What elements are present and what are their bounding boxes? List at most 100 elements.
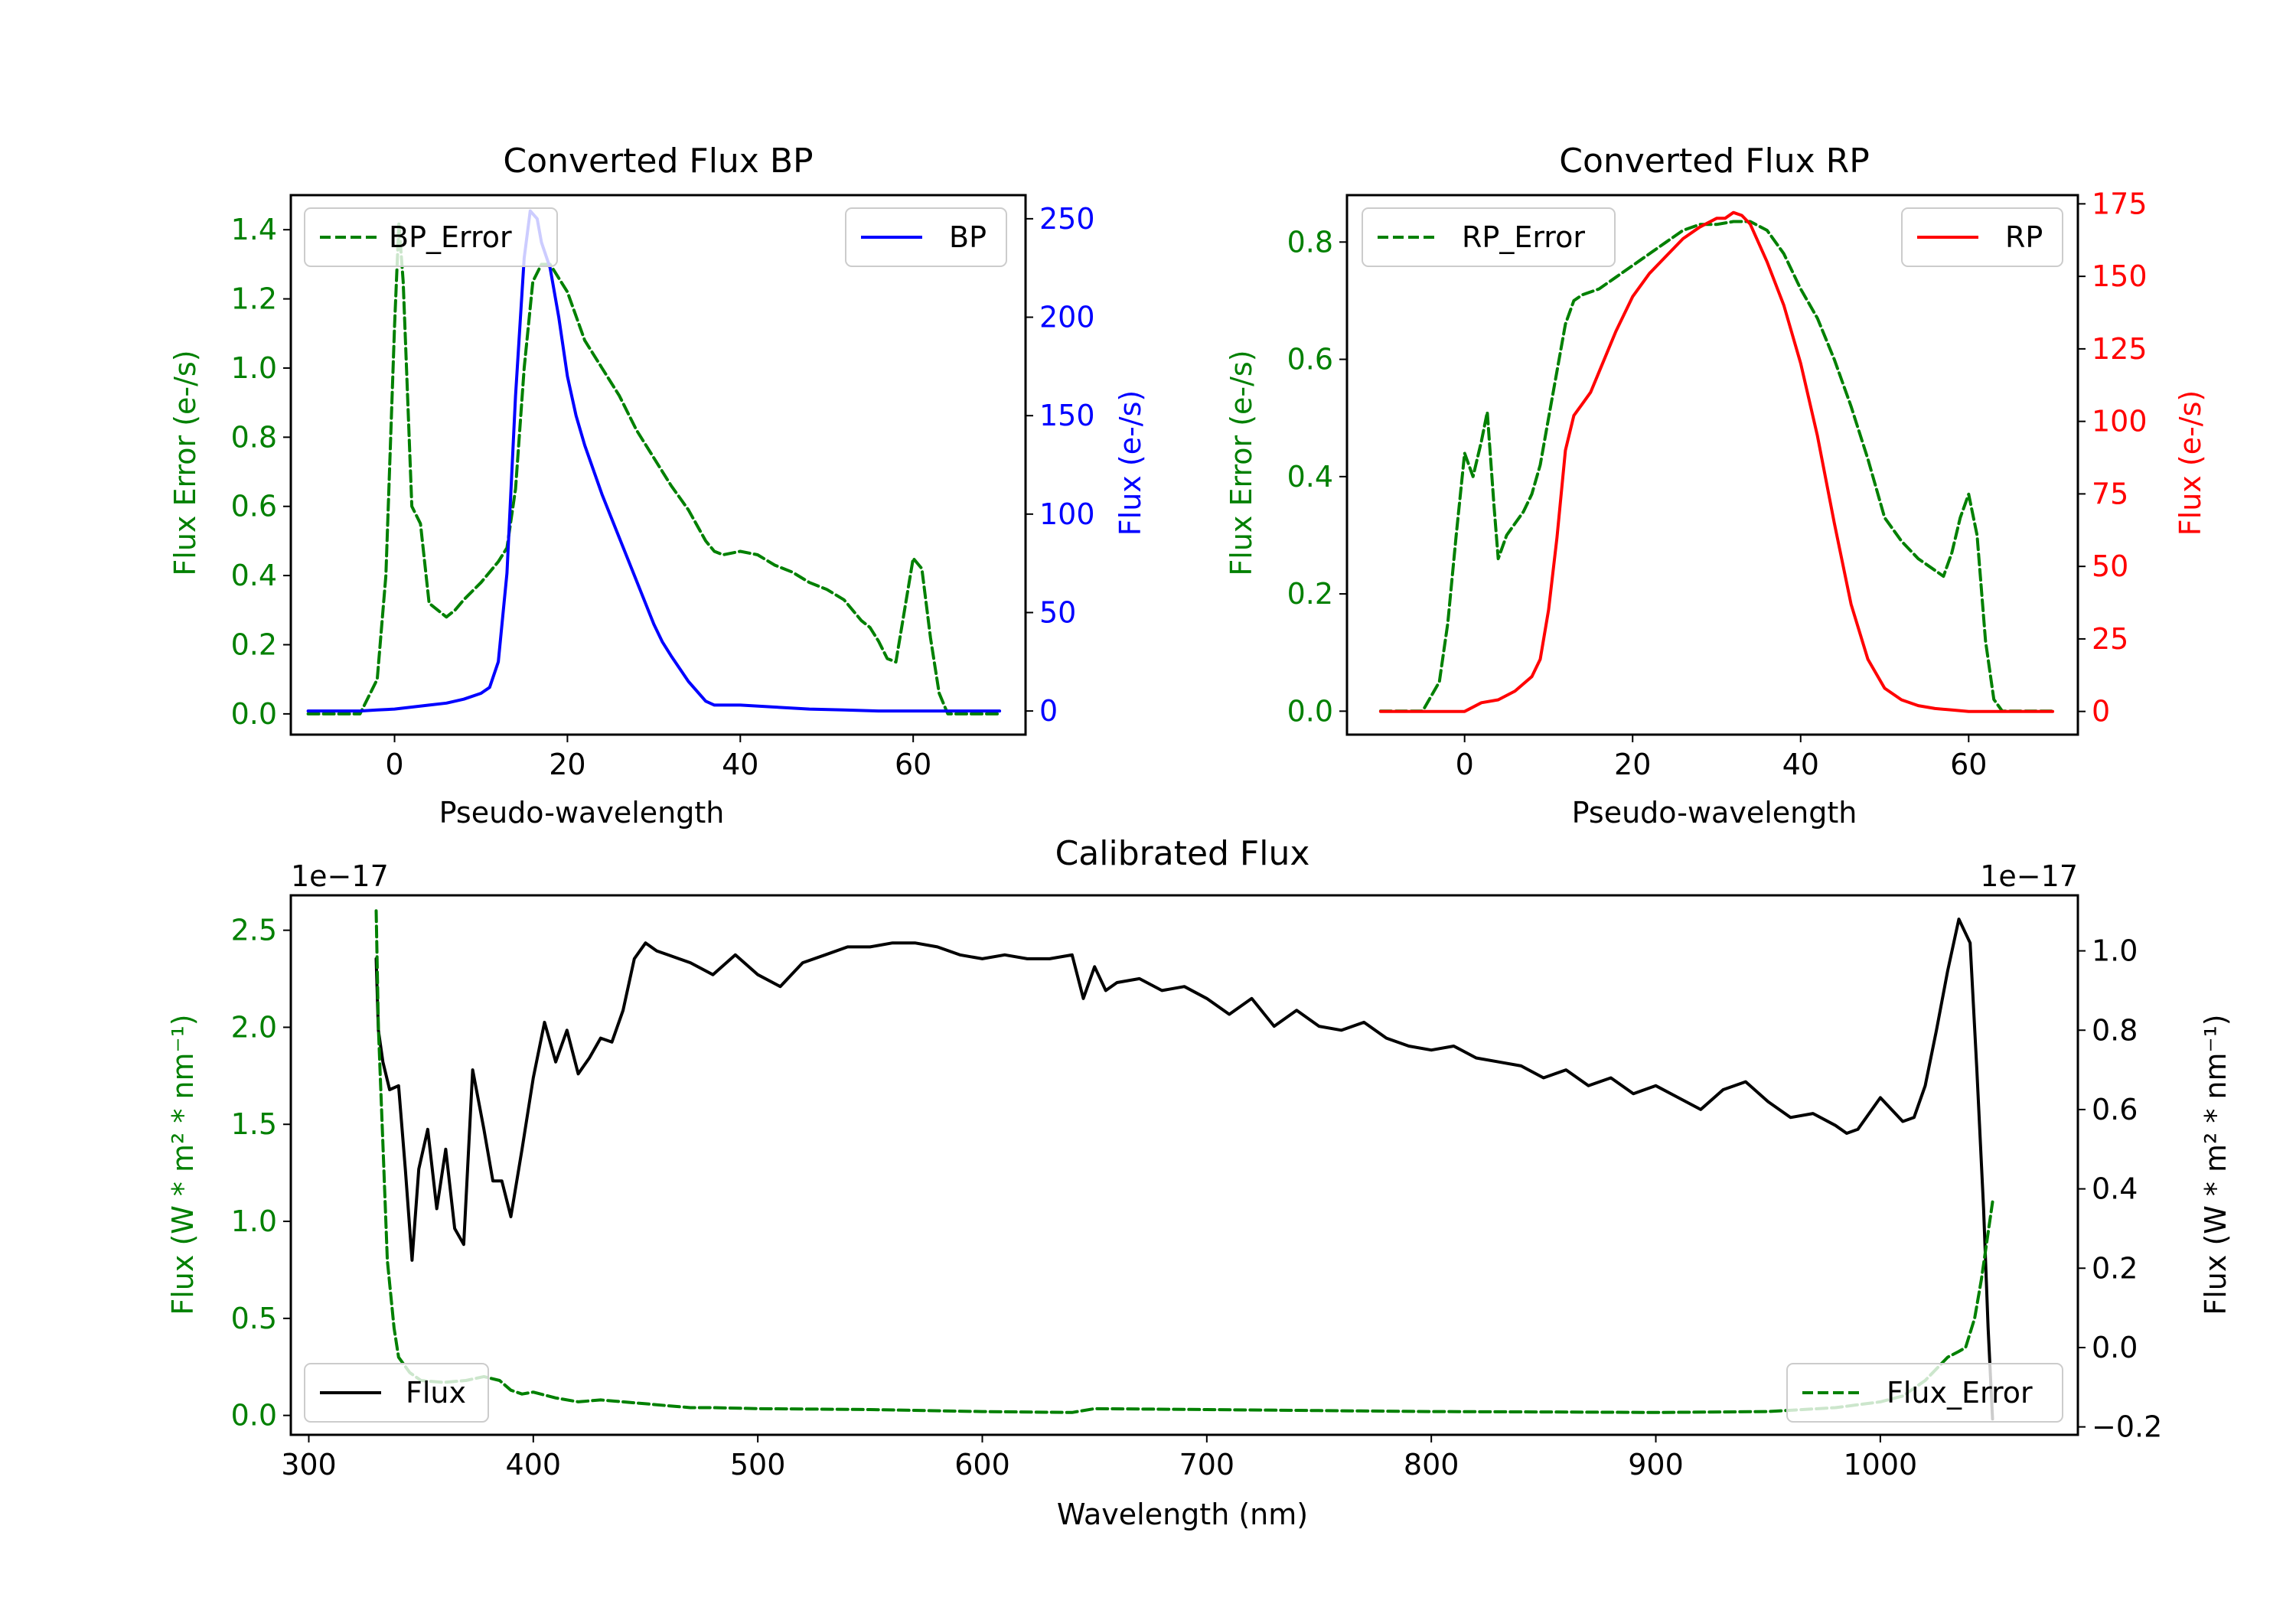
calibrated-xlabel: Wavelength (nm) bbox=[1057, 1498, 1308, 1531]
rp-xtick-label: 40 bbox=[1782, 748, 1819, 781]
rp-legend-error: RP_Error bbox=[1362, 207, 1616, 267]
rp-series-rp bbox=[1378, 210, 2055, 713]
bp-series-bp-error bbox=[306, 221, 1002, 715]
calibrated-ytick-left-label: 2.5 bbox=[231, 914, 277, 947]
calibrated-axes-frame bbox=[289, 894, 2079, 1436]
rp-ytick-right-label: 25 bbox=[2092, 622, 2128, 656]
calibrated-xtick-label: 600 bbox=[954, 1448, 1010, 1482]
bp-legend-flux: BP bbox=[845, 207, 1007, 267]
bp-ylabel-right: Flux (e-/s) bbox=[1114, 390, 1147, 536]
rp-ytick-left-label: 0.6 bbox=[1287, 343, 1333, 376]
rp-ytick-right-label: 175 bbox=[2092, 187, 2148, 220]
rp-legend-flux: RP bbox=[1901, 207, 2063, 267]
calibrated-ytick-right-label: 0.8 bbox=[2092, 1013, 2138, 1047]
bp-xlabel: Pseudo-wavelength bbox=[439, 796, 725, 830]
rp-axes-frame bbox=[1345, 194, 2079, 736]
calibrated-ticks-layer: 300 400 500 600 700 800 900 1000 0.0 0.5 1.0 1.5 2.0… bbox=[231, 914, 2163, 1482]
calibrated-ytick-left-label: 2.0 bbox=[231, 1010, 277, 1044]
bp-ytick-right-label: 250 bbox=[1039, 202, 1095, 236]
bp-ytick-left-label: 1.0 bbox=[231, 351, 277, 385]
calibrated-xtick-label: 500 bbox=[730, 1448, 786, 1482]
calibrated-ytick-right-label: 0.0 bbox=[2092, 1331, 2138, 1364]
rp-ytick-left-label: 0.4 bbox=[1287, 460, 1333, 494]
calibrated-ytick-right-label: 1.0 bbox=[2092, 934, 2138, 968]
rp-ytick-right-label: 125 bbox=[2092, 332, 2148, 366]
rp-panel: Converted Flux RP 0 20 40 60 0.0 0.2 0.4 0.6 0.8… bbox=[1225, 142, 2207, 830]
calibrated-xtick-label: 400 bbox=[506, 1448, 562, 1482]
rp-ticks-layer: 0 20 40 60 0.0 0.2 0.4 0.6 0.8 0 25 50 75 100 125 150 17… bbox=[1287, 187, 2148, 781]
rp-legend-error-label: RP_Error bbox=[1462, 220, 1585, 254]
rp-xtick-label: 20 bbox=[1614, 748, 1651, 781]
calibrated-series-flux bbox=[374, 918, 1994, 1421]
rp-ytick-right-label: 0 bbox=[2092, 695, 2110, 729]
rp-legend-flux-box bbox=[1901, 207, 2063, 267]
bp-ytick-left-label: 1.4 bbox=[231, 213, 277, 246]
bp-title: Converted Flux BP bbox=[503, 142, 813, 181]
bp-ytick-left-label: 0.0 bbox=[231, 697, 277, 731]
bp-legend-flux-label: BP bbox=[949, 220, 987, 254]
calibrated-legend-flux-label: Flux bbox=[406, 1376, 466, 1410]
bp-series-bp bbox=[306, 209, 1002, 713]
rp-series-rp-error bbox=[1378, 220, 2055, 713]
rp-ytick-right-label: 75 bbox=[2092, 477, 2128, 510]
calibrated-ytick-left-label: 0.5 bbox=[231, 1302, 277, 1335]
calibrated-xtick-label: 300 bbox=[281, 1448, 337, 1482]
calibrated-xtick-label: 700 bbox=[1179, 1448, 1235, 1482]
bp-ytick-left-label: 0.6 bbox=[231, 490, 277, 523]
rp-ylabel-right: Flux (e-/s) bbox=[2174, 390, 2207, 536]
rp-title: Converted Flux RP bbox=[1559, 142, 1870, 181]
bp-legend-error-label: BP_Error bbox=[389, 220, 512, 254]
rp-ytick-left-label: 0.8 bbox=[1287, 225, 1333, 259]
rp-ylabel-left: Flux Error (e-/s) bbox=[1225, 350, 1258, 575]
bp-ytick-right-label: 0 bbox=[1039, 694, 1058, 728]
calibrated-ylabel-left: Flux (W * m² * nm⁻¹) bbox=[166, 1014, 200, 1315]
calibrated-offset-left: 1e−17 bbox=[291, 859, 389, 893]
bp-legend-error: BP_Error bbox=[304, 207, 558, 267]
rp-legend-error-box bbox=[1362, 207, 1616, 267]
rp-ytick-right-label: 150 bbox=[2092, 259, 2148, 293]
rp-xtick-label: 0 bbox=[1456, 748, 1474, 781]
bp-xtick-label: 0 bbox=[385, 748, 403, 781]
calibrated-ytick-right-label: 0.2 bbox=[2092, 1251, 2138, 1285]
calibrated-title: Calibrated Flux bbox=[1055, 834, 1310, 873]
rp-legend-flux-label: RP bbox=[2005, 220, 2043, 254]
calibrated-offset-right: 1e−17 bbox=[1980, 859, 2078, 893]
bp-legend-error-box bbox=[304, 207, 558, 267]
rp-ytick-left-label: 0.2 bbox=[1287, 577, 1333, 611]
bp-xtick-label: 40 bbox=[722, 748, 758, 781]
calibrated-legend-error-box bbox=[1786, 1363, 2063, 1423]
bp-panel: Converted Flux BP 0 20 40 60 0.0 0.2 0.4 0.6 0.8… bbox=[168, 142, 1147, 830]
bp-ytick-right-label: 100 bbox=[1039, 497, 1095, 531]
bp-ytick-left-label: 0.8 bbox=[231, 420, 277, 454]
calibrated-ytick-right-label: 0.4 bbox=[2092, 1172, 2138, 1206]
bp-series-layer bbox=[306, 209, 1002, 715]
calibrated-xtick-label: 1000 bbox=[1844, 1448, 1918, 1482]
calibrated-ylabel-right: Flux (W * m² * nm⁻¹) bbox=[2199, 1014, 2232, 1315]
calibrated-legend-flux-box bbox=[304, 1363, 489, 1423]
calibrated-ytick-left-label: 1.5 bbox=[231, 1107, 277, 1141]
calibrated-ytick-right-label: −0.2 bbox=[2092, 1410, 2162, 1444]
bp-ytick-right-label: 50 bbox=[1039, 595, 1076, 629]
bp-ytick-right-label: 200 bbox=[1039, 301, 1095, 334]
calibrated-ytick-left-label: 1.0 bbox=[231, 1204, 277, 1238]
rp-ytick-right-label: 50 bbox=[2092, 549, 2128, 583]
bp-legend-flux-box bbox=[845, 207, 1007, 267]
calibrated-xtick-label: 900 bbox=[1628, 1448, 1684, 1482]
bp-ylabel-left: Flux Error (e-/s) bbox=[168, 350, 202, 575]
bp-ytick-left-label: 1.2 bbox=[231, 282, 277, 316]
rp-xlabel: Pseudo-wavelength bbox=[1572, 796, 1857, 830]
rp-series-layer bbox=[1378, 210, 2055, 713]
bp-ticks-layer: 0 20 40 60 0.0 0.2 0.4 0.6 0.8 1.0 1.2 1.4 0 50 100 150… bbox=[231, 202, 1095, 781]
calibrated-ytick-left-label: 0.0 bbox=[231, 1399, 277, 1433]
rp-ytick-right-label: 100 bbox=[2092, 405, 2148, 438]
bp-xtick-label: 20 bbox=[549, 748, 585, 781]
bp-xtick-label: 60 bbox=[895, 748, 931, 781]
calibrated-legend-error-label: Flux_Error bbox=[1887, 1376, 2033, 1410]
calibrated-legend-error: Flux_Error bbox=[1786, 1363, 2063, 1423]
calibrated-xtick-label: 800 bbox=[1404, 1448, 1459, 1482]
rp-ytick-left-label: 0.0 bbox=[1287, 694, 1333, 728]
rp-xtick-label: 60 bbox=[1950, 748, 1987, 781]
bp-axes-frame bbox=[289, 194, 1027, 736]
